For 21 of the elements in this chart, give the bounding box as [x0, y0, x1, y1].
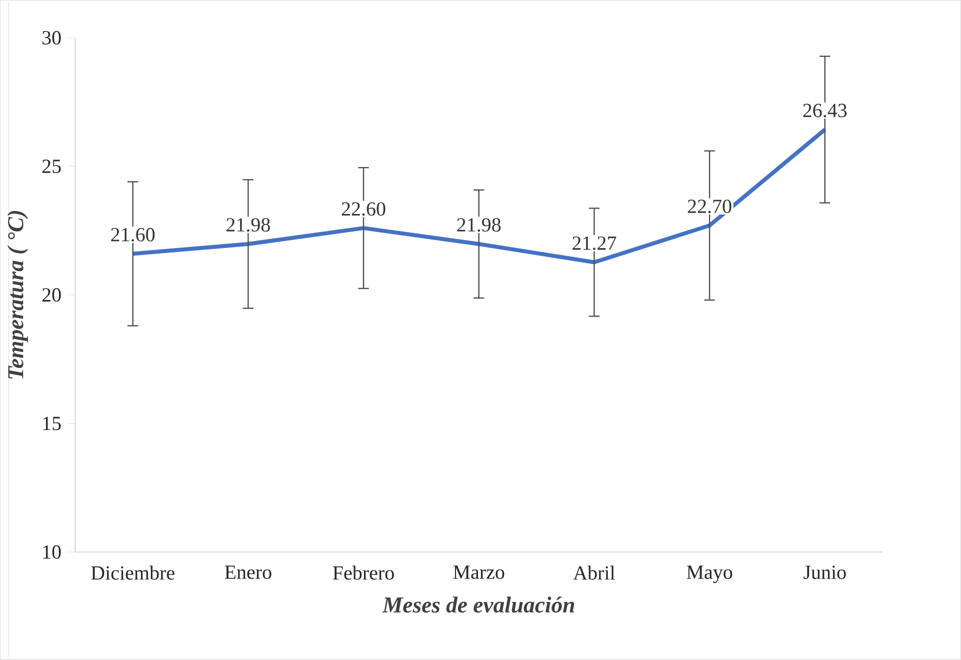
x-tick-label: Febrero — [332, 566, 394, 580]
y-tick-label: 15 — [43, 416, 61, 430]
y-tick-label: 20 — [42, 288, 61, 302]
x-tick-label: Enero — [224, 566, 272, 579]
x-tick-label: Mayo — [686, 566, 732, 584]
data-label: 21.27 — [572, 236, 616, 250]
y-tick-label: 10 — [43, 545, 61, 559]
x-tick-label: Abril — [573, 566, 615, 580]
data-label: 21.98 — [457, 218, 501, 232]
data-label: 22.60 — [342, 202, 386, 216]
data-label: 22.70 — [688, 200, 732, 214]
x-tick-label: Marzo — [453, 566, 504, 579]
x-tick-label: Diciembre — [91, 566, 174, 580]
x-tick-label: Junio — [804, 566, 846, 580]
y-tick-label: 30 — [42, 31, 61, 45]
y-tick-label: 25 — [42, 160, 61, 174]
data-label: 21.60 — [111, 228, 155, 242]
data-label: 26.43 — [803, 104, 847, 118]
data-label: 21.98 — [226, 218, 270, 232]
x-axis-title: Meses de evaluación — [382, 596, 574, 613]
y-axis-title: Temperatura ( °C) — [7, 211, 28, 379]
